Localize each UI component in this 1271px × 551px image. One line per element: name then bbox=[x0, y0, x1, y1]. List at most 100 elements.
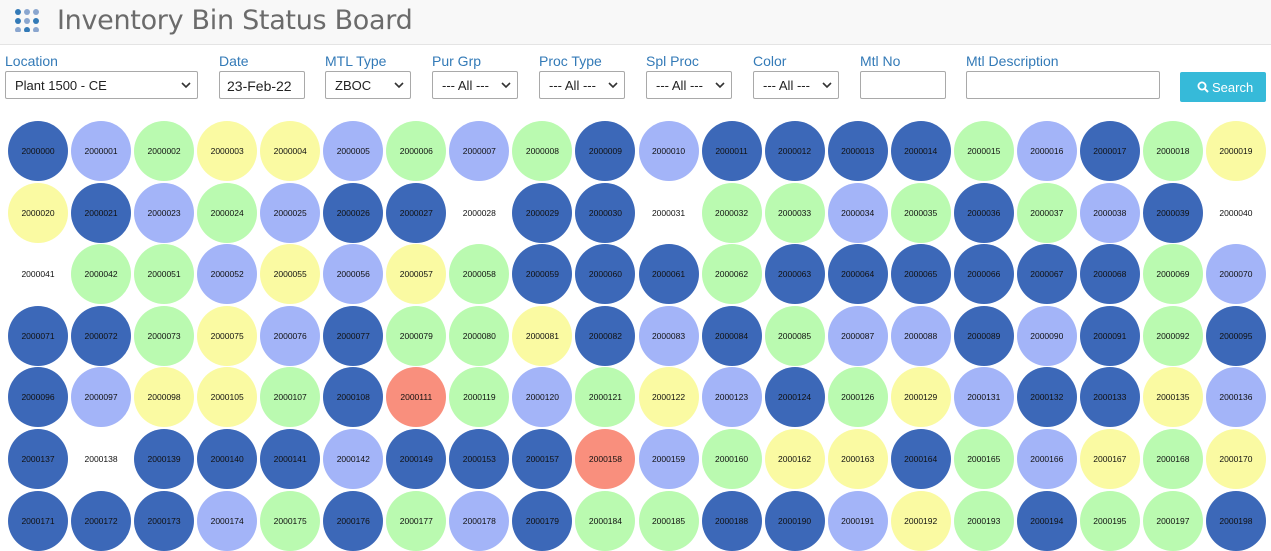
bin-2000058[interactable]: 2000058 bbox=[449, 244, 510, 305]
bin-2000005[interactable]: 2000005 bbox=[323, 121, 384, 181]
bin-2000002[interactable]: 2000002 bbox=[134, 121, 195, 181]
bin-2000193[interactable]: 2000193 bbox=[953, 490, 1014, 551]
bin-2000185[interactable]: 2000185 bbox=[638, 490, 699, 551]
bin-2000025[interactable]: 2000025 bbox=[260, 182, 321, 243]
bin-2000071[interactable]: 2000071 bbox=[8, 305, 68, 366]
bin-2000063[interactable]: 2000063 bbox=[764, 244, 825, 305]
bin-2000019[interactable]: 2000019 bbox=[1205, 121, 1266, 181]
bin-2000194[interactable]: 2000194 bbox=[1016, 490, 1077, 551]
bin-2000192[interactable]: 2000192 bbox=[890, 490, 951, 551]
bin-2000083[interactable]: 2000083 bbox=[638, 305, 699, 366]
bin-2000089[interactable]: 2000089 bbox=[953, 305, 1014, 366]
bin-2000095[interactable]: 2000095 bbox=[1205, 305, 1266, 366]
bin-2000031[interactable]: 2000031 bbox=[651, 207, 686, 218]
bin-2000062[interactable]: 2000062 bbox=[701, 244, 762, 305]
bin-2000067[interactable]: 2000067 bbox=[1016, 244, 1077, 305]
bin-2000035[interactable]: 2000035 bbox=[890, 182, 951, 243]
bin-2000008[interactable]: 2000008 bbox=[512, 121, 573, 181]
bin-2000036[interactable]: 2000036 bbox=[953, 182, 1014, 243]
bin-2000042[interactable]: 2000042 bbox=[71, 244, 132, 305]
bin-2000163[interactable]: 2000163 bbox=[827, 429, 888, 489]
bin-2000006[interactable]: 2000006 bbox=[386, 121, 447, 181]
bin-2000028[interactable]: 2000028 bbox=[462, 207, 496, 218]
bin-2000124[interactable]: 2000124 bbox=[764, 367, 825, 428]
bin-2000056[interactable]: 2000056 bbox=[323, 244, 384, 305]
bin-2000097[interactable]: 2000097 bbox=[71, 367, 132, 428]
bin-2000041[interactable]: 2000041 bbox=[21, 269, 55, 280]
bin-2000079[interactable]: 2000079 bbox=[386, 305, 447, 366]
bin-2000061[interactable]: 2000061 bbox=[638, 244, 699, 305]
bin-2000123[interactable]: 2000123 bbox=[701, 367, 762, 428]
bin-2000039[interactable]: 2000039 bbox=[1142, 182, 1203, 243]
bin-2000173[interactable]: 2000173 bbox=[134, 490, 195, 551]
bin-2000141[interactable]: 2000141 bbox=[260, 429, 321, 489]
bin-2000064[interactable]: 2000064 bbox=[827, 244, 888, 305]
bin-2000174[interactable]: 2000174 bbox=[197, 490, 258, 551]
bin-2000026[interactable]: 2000026 bbox=[323, 182, 384, 243]
bin-2000066[interactable]: 2000066 bbox=[953, 244, 1014, 305]
bin-2000191[interactable]: 2000191 bbox=[827, 490, 888, 551]
spl-proc-select[interactable]: --- All --- bbox=[646, 71, 732, 99]
bin-2000085[interactable]: 2000085 bbox=[764, 305, 825, 366]
mtl-no-input[interactable] bbox=[860, 71, 946, 99]
bin-2000007[interactable]: 2000007 bbox=[449, 121, 510, 181]
date-input[interactable]: 23-Feb-22 bbox=[219, 71, 305, 99]
bin-2000077[interactable]: 2000077 bbox=[323, 305, 384, 366]
bin-2000179[interactable]: 2000179 bbox=[512, 490, 573, 551]
bin-2000140[interactable]: 2000140 bbox=[197, 429, 258, 489]
bin-2000010[interactable]: 2000010 bbox=[638, 121, 699, 181]
bin-2000105[interactable]: 2000105 bbox=[197, 367, 258, 428]
bin-2000176[interactable]: 2000176 bbox=[323, 490, 384, 551]
bin-2000014[interactable]: 2000014 bbox=[890, 121, 951, 181]
bin-2000065[interactable]: 2000065 bbox=[890, 244, 951, 305]
bin-2000178[interactable]: 2000178 bbox=[449, 490, 510, 551]
bin-2000133[interactable]: 2000133 bbox=[1079, 367, 1140, 428]
bin-2000060[interactable]: 2000060 bbox=[575, 244, 636, 305]
bin-2000016[interactable]: 2000016 bbox=[1016, 121, 1077, 181]
bin-2000157[interactable]: 2000157 bbox=[512, 429, 573, 489]
bin-2000052[interactable]: 2000052 bbox=[197, 244, 258, 305]
bin-2000160[interactable]: 2000160 bbox=[701, 429, 762, 489]
bin-2000073[interactable]: 2000073 bbox=[134, 305, 195, 366]
mtl-type-select[interactable]: ZBOC bbox=[325, 71, 411, 99]
bin-2000075[interactable]: 2000075 bbox=[197, 305, 258, 366]
mtl-description-input[interactable] bbox=[966, 71, 1160, 99]
pur-grp-select[interactable]: --- All --- bbox=[432, 71, 518, 99]
bin-2000136[interactable]: 2000136 bbox=[1205, 367, 1266, 428]
bin-2000108[interactable]: 2000108 bbox=[323, 367, 384, 428]
bin-2000159[interactable]: 2000159 bbox=[638, 429, 699, 489]
bin-2000184[interactable]: 2000184 bbox=[575, 490, 636, 551]
bin-2000003[interactable]: 2000003 bbox=[197, 121, 258, 181]
bin-2000168[interactable]: 2000168 bbox=[1142, 429, 1203, 489]
bin-2000069[interactable]: 2000069 bbox=[1142, 244, 1203, 305]
bin-2000153[interactable]: 2000153 bbox=[449, 429, 510, 489]
bin-2000024[interactable]: 2000024 bbox=[197, 182, 258, 243]
bin-2000164[interactable]: 2000164 bbox=[890, 429, 951, 489]
bin-2000055[interactable]: 2000055 bbox=[260, 244, 321, 305]
bin-2000098[interactable]: 2000098 bbox=[134, 367, 195, 428]
bin-2000084[interactable]: 2000084 bbox=[701, 305, 762, 366]
search-button[interactable]: Search bbox=[1180, 72, 1266, 102]
bin-2000009[interactable]: 2000009 bbox=[575, 121, 636, 181]
bin-2000171[interactable]: 2000171 bbox=[8, 490, 68, 551]
bin-2000129[interactable]: 2000129 bbox=[890, 367, 951, 428]
bin-2000126[interactable]: 2000126 bbox=[827, 367, 888, 428]
bin-2000107[interactable]: 2000107 bbox=[260, 367, 321, 428]
bin-2000121[interactable]: 2000121 bbox=[575, 367, 636, 428]
bin-2000023[interactable]: 2000023 bbox=[134, 182, 195, 243]
bin-2000034[interactable]: 2000034 bbox=[827, 182, 888, 243]
bin-2000137[interactable]: 2000137 bbox=[8, 429, 68, 489]
bin-2000013[interactable]: 2000013 bbox=[827, 121, 888, 181]
bin-2000037[interactable]: 2000037 bbox=[1016, 182, 1077, 243]
bin-2000081[interactable]: 2000081 bbox=[512, 305, 573, 366]
bin-2000027[interactable]: 2000027 bbox=[386, 182, 447, 243]
bin-2000166[interactable]: 2000166 bbox=[1016, 429, 1077, 489]
bin-2000158[interactable]: 2000158 bbox=[575, 429, 636, 489]
bin-2000059[interactable]: 2000059 bbox=[512, 244, 573, 305]
bin-2000011[interactable]: 2000011 bbox=[701, 121, 762, 181]
bin-2000051[interactable]: 2000051 bbox=[134, 244, 195, 305]
bin-2000091[interactable]: 2000091 bbox=[1079, 305, 1140, 366]
bin-2000057[interactable]: 2000057 bbox=[386, 244, 447, 305]
bin-2000131[interactable]: 2000131 bbox=[953, 367, 1014, 428]
bin-2000135[interactable]: 2000135 bbox=[1142, 367, 1203, 428]
